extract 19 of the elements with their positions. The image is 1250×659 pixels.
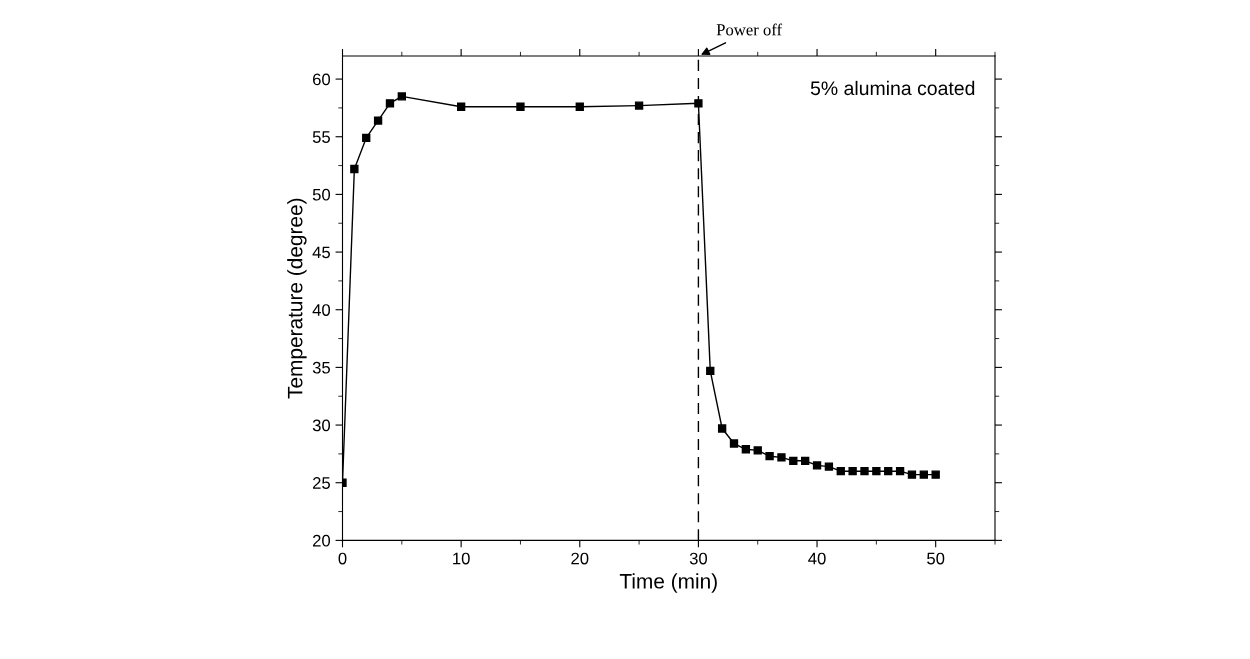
y-tick-label: 40 xyxy=(312,304,331,316)
y-tick-label: 20 xyxy=(313,534,331,547)
x-tick-label: 10 xyxy=(453,552,470,565)
y-axis-title: Temperature (degree) xyxy=(287,198,307,399)
x-tick-label: 30 xyxy=(689,552,708,565)
y-tick-label: 35 xyxy=(312,361,330,374)
y-tick-label: 45 xyxy=(312,246,330,259)
annotation: 5% alumina coated xyxy=(810,80,975,96)
y-tick-label: 50 xyxy=(312,188,331,201)
y-tick-label: 25 xyxy=(313,477,330,489)
y-tick-label: 55 xyxy=(312,131,330,143)
x-tick-label: 0 xyxy=(338,552,347,565)
y-tick-label: 60 xyxy=(313,73,331,86)
x-axis-title: Time (min) xyxy=(619,573,717,593)
x-tick-label: 50 xyxy=(927,552,945,565)
x-tick-label: 20 xyxy=(571,552,589,565)
ref-line-label: Power off xyxy=(716,23,783,36)
x-tick-label: 40 xyxy=(808,552,826,565)
y-tick-label: 30 xyxy=(312,419,331,432)
